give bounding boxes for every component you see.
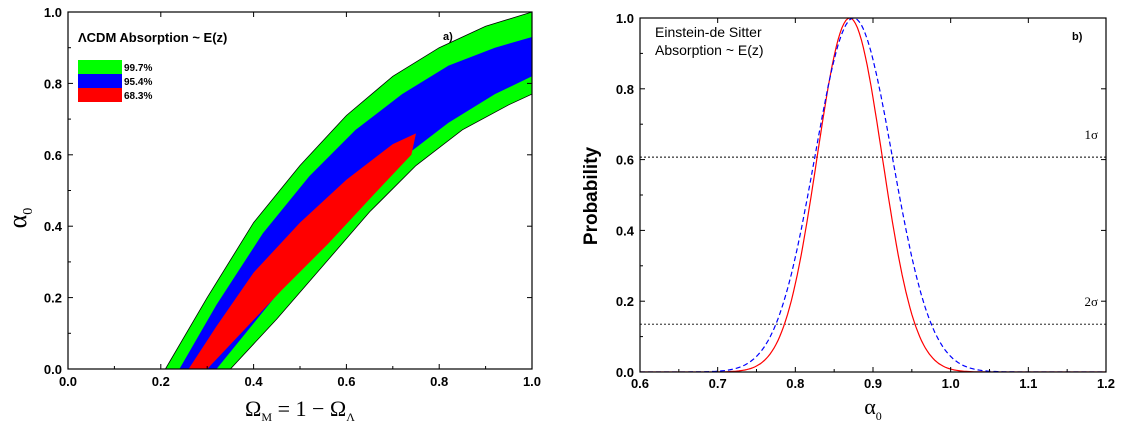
- axis-ticks-b: 0.6 0.7 0.8 0.9 1.0 1.1 1.2 0.0 0.2 0.4 0.6 0.8 1.0: [616, 11, 1115, 391]
- y-tick-label-a: 0.2: [44, 291, 62, 306]
- legend-a: 99.7% 95.4% 68.3%: [78, 60, 152, 102]
- x-tick-label-a: 0.6: [337, 374, 355, 389]
- legend-swatch-95-4: [78, 74, 122, 88]
- x-tick-label-b: 1.1: [1019, 376, 1037, 391]
- y-axis-label-a: α0: [3, 208, 36, 229]
- sigma-label-1: 1σ: [1084, 127, 1098, 142]
- x-tick-label-b: 0.8: [786, 376, 804, 391]
- legend-swatch-68-3: [78, 88, 122, 102]
- y-tick-label-a: 1.0: [44, 5, 62, 20]
- y-tick-label-b: 0.4: [616, 223, 635, 238]
- legend-swatch-99-7: [78, 60, 122, 74]
- x-tick-label-b: 0.6: [631, 376, 649, 391]
- y-tick-label-b: 0.8: [616, 82, 634, 97]
- y-tick-label-a: 0.4: [44, 219, 63, 234]
- y-tick-label-a: 0.0: [44, 362, 62, 377]
- x-axis-label-a: ΩM = 1 − ΩΛ: [245, 396, 355, 424]
- x-tick-label-a: 1.0: [523, 374, 541, 389]
- legend-label-99-7: 99.7%: [124, 63, 152, 74]
- legend-label-68-3: 68.3%: [124, 91, 152, 102]
- x-tick-label-a: 0.8: [430, 374, 448, 389]
- contour-panel: 0.0 0.2 0.4 0.6 0.8 1.0 0.0 0.2 0.4 0.6 0.8 1.0 ΛCD…: [3, 5, 541, 424]
- x-tick-label-a: 0.2: [152, 374, 170, 389]
- panel-b-subtitle: Absorption ~ E(z): [655, 42, 764, 58]
- x-tick-label-a: 0.4: [245, 374, 264, 389]
- x-tick-label-b: 0.7: [709, 376, 727, 391]
- x-axis-label-b: α0: [864, 394, 882, 423]
- legend-label-95-4: 95.4%: [124, 77, 152, 88]
- y-tick-label-a: 0.6: [44, 148, 62, 163]
- y-tick-label-a: 0.8: [44, 76, 62, 91]
- panel-b-title: Einstein-de Sitter: [655, 24, 762, 40]
- panel-a-label: a): [443, 31, 453, 43]
- panel-a-title: ΛCDM Absorption ~ E(z): [78, 30, 227, 45]
- x-tick-label-b: 0.9: [864, 376, 882, 391]
- y-axis-label-b: Probability: [581, 146, 602, 245]
- panel-b-label: b): [1072, 31, 1083, 43]
- x-tick-label-b: 1.0: [942, 376, 960, 391]
- x-tick-label-a: 0.0: [59, 374, 77, 389]
- contour-regions: [164, 12, 532, 369]
- y-tick-label-b: 0.2: [616, 294, 634, 309]
- y-tick-label-b: 0.0: [616, 365, 634, 380]
- x-tick-label-b: 1.2: [1097, 376, 1115, 391]
- sigma-label-2: 2σ: [1084, 294, 1098, 309]
- y-tick-label-b: 0.6: [616, 153, 634, 168]
- contour-region-683: [188, 133, 416, 369]
- probability-panel: 0.6 0.7 0.8 0.9 1.0 1.1 1.20.00.20.40.60.81.0 …: [581, 11, 1115, 423]
- y-tick-label-b: 1.0: [616, 11, 634, 26]
- probability-curve-dashed: [640, 18, 1106, 372]
- axis-ticks-a: 0.0 0.2 0.4 0.6 0.8 1.0 0.0 0.2 0.4 0.6 0.8 1.0: [44, 5, 541, 389]
- plot-area-b: [640, 18, 1106, 372]
